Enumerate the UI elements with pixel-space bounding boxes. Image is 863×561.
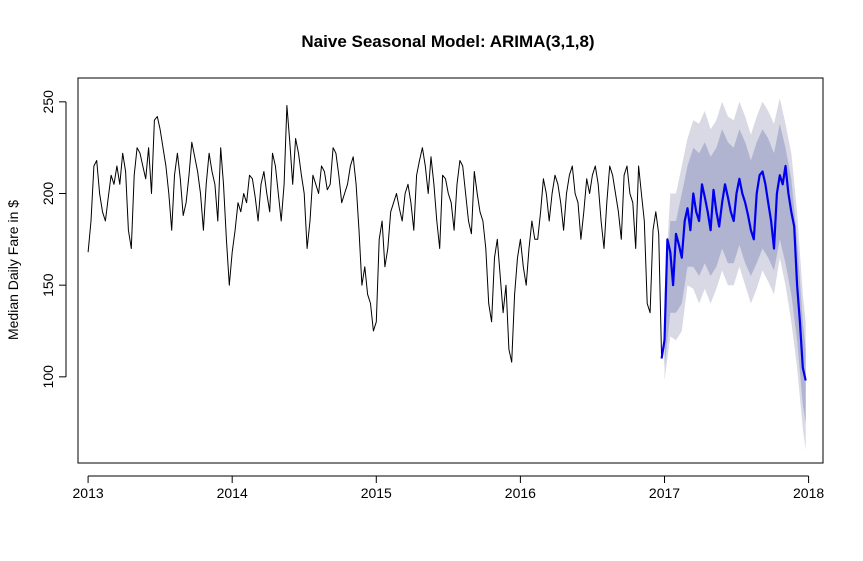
y-tick-label: 200 <box>40 182 56 206</box>
x-tick-label: 2014 <box>217 485 248 501</box>
y-axis: 100 150 200 250 <box>40 90 67 389</box>
x-tick-label: 2013 <box>73 485 104 501</box>
y-tick-label: 100 <box>40 365 56 389</box>
x-axis: 2013 2014 2015 2016 2017 2018 <box>73 475 824 501</box>
y-tick-label: 250 <box>40 90 56 114</box>
x-tick-label: 2017 <box>649 485 680 501</box>
plot-frame <box>77 77 824 464</box>
series-lines <box>87 105 807 381</box>
x-tick-label: 2018 <box>793 485 824 501</box>
x-tick-label: 2016 <box>505 485 536 501</box>
forecast-line <box>660 164 807 381</box>
y-tick-label: 150 <box>40 273 56 297</box>
x-tick-label: 2015 <box>361 485 392 501</box>
y-axis-label: Median Daily Fare in $ <box>5 200 21 340</box>
history-line <box>87 105 663 363</box>
chart-title: Naive Seasonal Model: ARIMA(3,1,8) <box>301 32 594 51</box>
